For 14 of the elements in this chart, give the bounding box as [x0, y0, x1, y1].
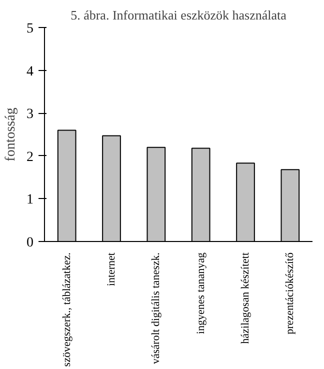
- x-tick-label: internet: [106, 252, 118, 286]
- chart-title: 5. ábra. Informatikai eszközök használata: [70, 8, 287, 22]
- x-tick-label: házilagosan készített: [240, 252, 252, 344]
- x-tick-label: prezentációkészítő: [284, 252, 296, 334]
- y-tick-label: 5: [26, 22, 34, 36]
- x-tick-label: vásárolt digitális taneszk.: [150, 252, 162, 364]
- y-axis-title: fontosság: [4, 108, 18, 162]
- y-tick-label: 1: [26, 192, 34, 208]
- y-tick-label: 0: [26, 236, 34, 250]
- y-tick-label: 2: [26, 150, 34, 165]
- y-tick-label: 4: [26, 64, 34, 80]
- x-tick-label: szövegszerk., táblázatkez.: [60, 252, 73, 367]
- y-tick-label: 3: [26, 107, 34, 122]
- x-tick-label: ingyenes tananyag: [194, 252, 207, 334]
